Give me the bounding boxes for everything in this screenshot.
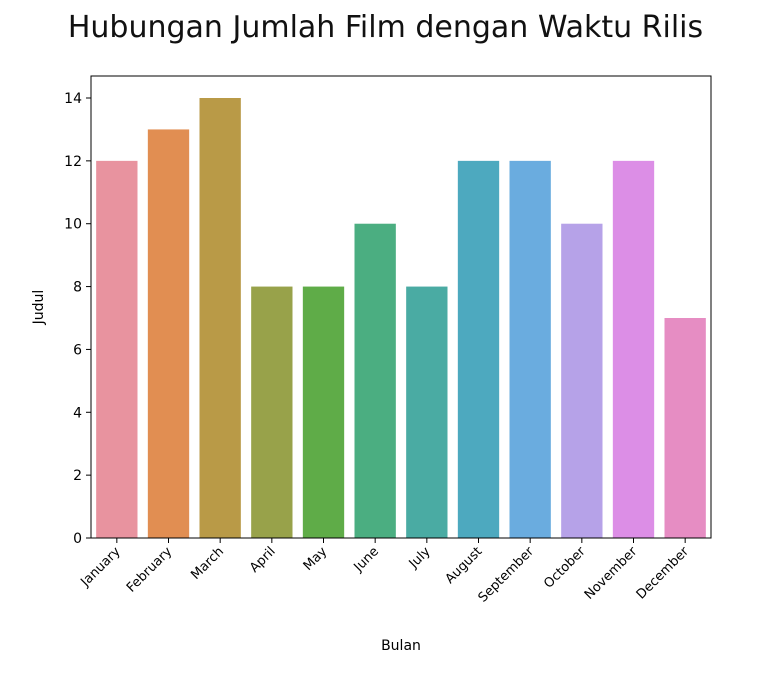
x-tick-label: May — [301, 544, 331, 574]
bar-june — [354, 223, 396, 538]
bars-group — [96, 98, 706, 538]
x-tick-label: December — [634, 544, 693, 603]
plot-frame — [90, 75, 712, 539]
bar-november — [612, 160, 655, 538]
bar-february — [147, 129, 190, 538]
chart-title: Hubungan Jumlah Film dengan Waktu Rilis — [67, 10, 704, 45]
x-tick-label: August — [443, 544, 486, 587]
y-tick-label: 8 — [73, 280, 82, 296]
bar-august — [457, 160, 500, 538]
bar-may — [302, 286, 345, 538]
x-tick-label: February — [124, 544, 176, 596]
y-tick-label: 6 — [73, 342, 82, 358]
bar-january — [96, 160, 138, 538]
x-tick-label: October — [541, 544, 589, 592]
x-tick-label: July — [406, 544, 434, 572]
bar-september — [509, 160, 551, 538]
bar-march — [199, 98, 241, 538]
y-tick-label: 12 — [64, 154, 82, 170]
y-tick-label: 0 — [73, 531, 82, 547]
x-tick-label: April — [247, 544, 279, 576]
x-tick-label: January — [77, 544, 123, 590]
y-tick-label: 4 — [73, 405, 82, 421]
x-axis: January February March April May June July Augu… — [77, 538, 692, 606]
y-tick-label: 10 — [64, 217, 82, 233]
bar-december — [664, 318, 706, 538]
y-axis-label: Judul — [31, 290, 47, 326]
x-tick-label: November — [582, 544, 641, 603]
x-tick-label: March — [188, 544, 227, 583]
x-tick-label: September — [476, 544, 538, 606]
y-tick-label: 14 — [64, 91, 82, 107]
x-axis-label: Bulan — [381, 638, 421, 654]
y-tick-label: 2 — [73, 468, 82, 484]
y-axis: 0 2 4 6 8 10 12 14 — [64, 91, 91, 547]
bar-april — [251, 286, 293, 538]
bar-july — [406, 286, 448, 538]
x-tick-label: June — [351, 544, 382, 575]
bar-october — [561, 223, 603, 538]
